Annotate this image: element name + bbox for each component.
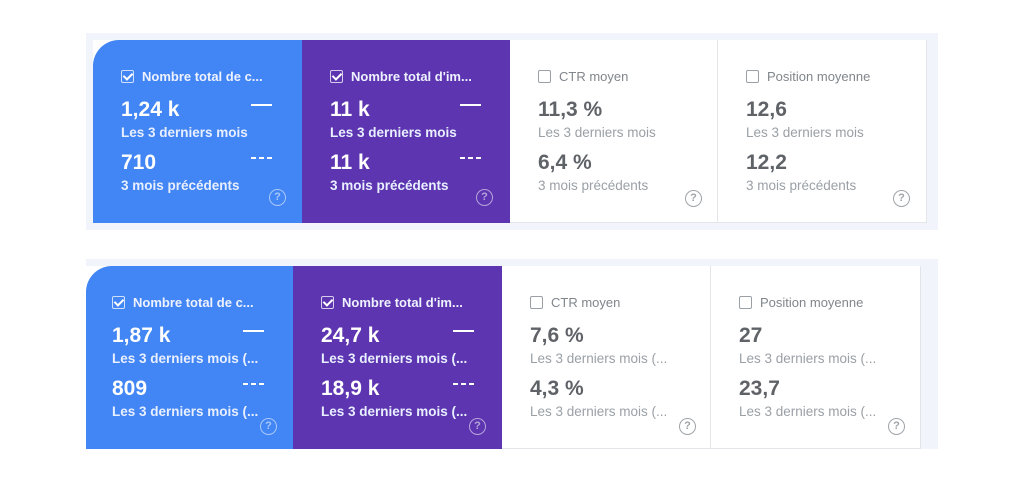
metric-value-current: 7,6 % [530,324,584,347]
checkbox-checked-icon[interactable] [121,70,134,83]
metric-period-previous: Les 3 derniers mois (... [530,404,668,419]
metric-period-current: Les 3 derniers mois [538,125,656,140]
solid-line-legend-icon [460,104,481,106]
metric-label: Position moyenne [760,295,864,310]
help-icon[interactable]: ? [260,418,277,435]
checkbox-unchecked-icon[interactable] [538,70,551,83]
metric-value-current: 11 k [330,98,370,121]
metric-period-previous: Les 3 derniers mois (... [739,404,877,419]
help-icon[interactable]: ? [469,418,486,435]
metric-value-current: 1,24 k [121,98,180,121]
help-icon[interactable]: ? [893,190,910,207]
metric-value-previous: 710 [121,151,157,174]
metric-period-previous: 3 mois précédents [121,178,240,193]
metric-period-previous: Les 3 derniers mois (... [321,404,468,419]
metric-card-average-position[interactable]: Position moyenne 12,6 Les 3 derniers moi… [718,40,927,223]
metric-period-current: Les 3 derniers mois [330,125,457,140]
metric-value-previous: 12,2 [746,151,787,174]
metric-toggle-total-clicks[interactable]: Nombre total de c... [121,69,263,84]
metric-period-current: Les 3 derniers mois (... [739,351,877,366]
dashed-line-legend-icon [460,157,481,159]
help-icon[interactable]: ? [269,189,286,206]
metric-period-previous: 3 mois précédents [746,178,857,193]
help-icon[interactable]: ? [685,190,702,207]
metric-value-previous: 23,7 [739,377,780,400]
metric-card-total-impressions[interactable]: Nombre total d'im... 24,7 k Les 3 dernie… [293,266,502,449]
dashed-line-legend-icon [453,383,474,385]
metric-value-current: 24,7 k [321,324,380,347]
metric-card-total-clicks[interactable]: Nombre total de c... 1,87 k Les 3 dernie… [86,266,293,449]
metrics-panel-bottom: Nombre total de c... 1,87 k Les 3 dernie… [86,259,938,449]
help-icon[interactable]: ? [679,418,696,435]
metric-label: CTR moyen [559,69,629,84]
metric-card-average-ctr[interactable]: CTR moyen 7,6 % Les 3 derniers mois (...… [502,266,711,449]
metric-period-current: Les 3 derniers mois [121,125,248,140]
checkbox-unchecked-icon[interactable] [739,296,752,309]
metric-period-current: Les 3 derniers mois (... [112,351,259,366]
metric-toggle-average-ctr[interactable]: CTR moyen [538,69,628,84]
metric-label: Position moyenne [767,69,871,84]
help-icon[interactable]: ? [888,418,905,435]
solid-line-legend-icon [243,330,264,332]
solid-line-legend-icon [453,330,474,332]
metric-period-current: Les 3 derniers mois (... [530,351,668,366]
metric-value-previous: 809 [112,377,148,400]
metric-card-total-impressions[interactable]: Nombre total d'im... 11 k Les 3 derniers… [302,40,510,223]
help-icon[interactable]: ? [476,189,493,206]
metric-value-current: 1,87 k [112,324,171,347]
metric-label: Nombre total d'im... [351,69,472,84]
metric-value-current: 27 [739,324,763,347]
checkbox-checked-icon[interactable] [321,296,334,309]
metric-value-previous: 4,3 % [530,377,584,400]
metric-label: Nombre total de c... [142,69,263,84]
metric-card-total-clicks[interactable]: Nombre total de c... 1,24 k Les 3 dernie… [93,40,302,223]
metric-toggle-total-impressions[interactable]: Nombre total d'im... [330,69,472,84]
metric-toggle-average-position[interactable]: Position moyenne [746,69,870,84]
metric-label: Nombre total de c... [133,295,254,310]
metric-value-current: 11,3 % [538,98,603,121]
metric-toggle-total-impressions[interactable]: Nombre total d'im... [321,295,463,310]
dashed-line-legend-icon [251,157,272,159]
metric-period-previous: 3 mois précédents [538,178,649,193]
metric-value-previous: 18,9 k [321,377,380,400]
metric-value-previous: 11 k [330,151,370,174]
metric-label: Nombre total d'im... [342,295,463,310]
metric-period-current: Les 3 derniers mois (... [321,351,468,366]
solid-line-legend-icon [251,104,272,106]
metric-card-average-position[interactable]: Position moyenne 27 Les 3 derniers mois … [711,266,921,449]
metric-value-previous: 6,4 % [538,151,592,174]
metric-toggle-average-ctr[interactable]: CTR moyen [530,295,620,310]
metric-value-current: 12,6 [746,98,787,121]
metric-period-previous: Les 3 derniers mois (... [112,404,259,419]
checkbox-checked-icon[interactable] [112,296,125,309]
metric-label: CTR moyen [551,295,621,310]
metric-toggle-average-position[interactable]: Position moyenne [739,295,863,310]
metric-card-average-ctr[interactable]: CTR moyen 11,3 % Les 3 derniers mois 6,4… [510,40,718,223]
metric-toggle-total-clicks[interactable]: Nombre total de c... [112,295,254,310]
metrics-row-bottom: Nombre total de c... 1,87 k Les 3 dernie… [86,266,921,449]
checkbox-unchecked-icon[interactable] [746,70,759,83]
metrics-panel-top: Nombre total de c... 1,24 k Les 3 dernie… [86,33,938,230]
metric-period-current: Les 3 derniers mois [746,125,864,140]
metric-period-previous: 3 mois précédents [330,178,449,193]
checkbox-unchecked-icon[interactable] [530,296,543,309]
dashed-line-legend-icon [243,383,264,385]
checkbox-checked-icon[interactable] [330,70,343,83]
metrics-row-top: Nombre total de c... 1,24 k Les 3 dernie… [93,40,927,223]
